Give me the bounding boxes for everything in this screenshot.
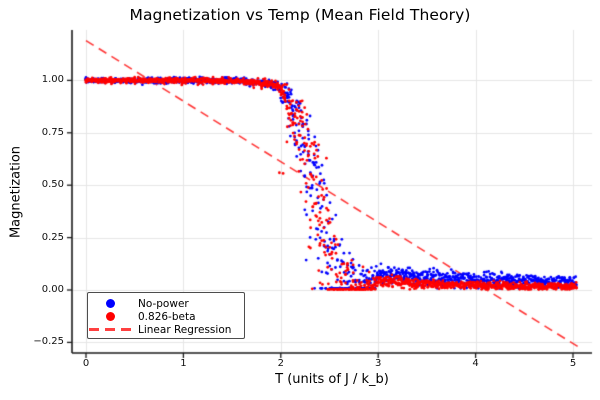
legend-label-no-power: No-power <box>138 297 189 310</box>
y-tick-label: 0.00 <box>41 284 64 295</box>
legend-label-beta: 0.826-beta <box>138 310 196 323</box>
legend-marker-cell <box>88 312 132 321</box>
legend-label-linear-regression: Linear Regression <box>138 323 232 336</box>
beta-dot-icon <box>105 312 115 321</box>
x-tick-label: 5 <box>569 358 577 369</box>
y-tick-label: −0.25 <box>33 336 64 348</box>
no-power-dot-icon <box>105 299 115 308</box>
x-tick-label: 0 <box>82 358 90 369</box>
x-axis-label: T (units of J / k_b) <box>275 372 389 387</box>
legend-item-linear-regression: Linear Regression <box>88 323 244 336</box>
y-tick-label: 0.25 <box>41 231 64 243</box>
y-tick-label: 0.50 <box>41 179 64 191</box>
y-tick-label: 1.00 <box>41 74 64 86</box>
x-tick-label: 4 <box>472 358 479 369</box>
legend-marker-cell <box>88 328 132 331</box>
chart-title: Magnetization vs Temp (Mean Field Theory… <box>129 6 471 24</box>
x-tick-label: 1 <box>180 358 187 369</box>
legend-marker-cell <box>88 299 132 308</box>
regression-dash-icon <box>89 328 131 331</box>
y-axis-label: Magnetization <box>8 145 24 239</box>
legend-item-no-power: No-power <box>88 297 244 310</box>
legend-item-beta: 0.826-beta <box>88 310 244 323</box>
y-tick-label: 0.75 <box>41 126 64 138</box>
legend: No-power 0.826-beta Linear Regression <box>87 292 245 339</box>
x-tick-label: 3 <box>375 358 382 369</box>
x-tick-label: 2 <box>277 358 284 369</box>
